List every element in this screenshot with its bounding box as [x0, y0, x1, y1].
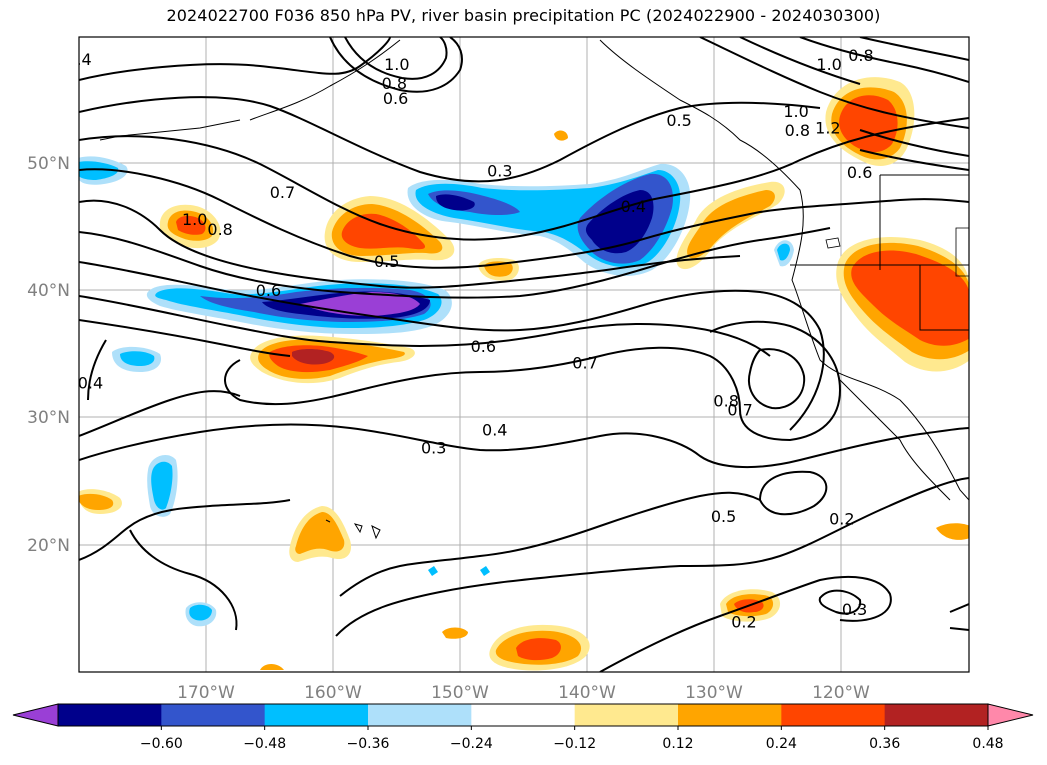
contour-labels: 0.4 1.00.80.60.51.0 0.81.00.8 1.20.60.30.71… [66, 46, 874, 631]
colorbar-extend-min [12, 703, 59, 727]
land-boundaries [825, 227, 969, 277]
contour-label: 0.8 [785, 121, 810, 140]
contour-label: 0.3 [487, 162, 512, 181]
map-title: 2024022700 F036 850 hPa PV, river basin … [166, 6, 881, 25]
positive-anomaly [176, 215, 206, 235]
map-panel [79, 37, 969, 672]
lat-label: 20°N [27, 536, 70, 556]
colorbar-segment [884, 704, 989, 726]
lat-axis: 50°N 40°N 30°N 20°N [27, 154, 70, 556]
positive-anomaly [295, 512, 345, 554]
colorbar-segment [574, 704, 679, 726]
gridlines [79, 37, 969, 672]
colorbar-frame [57, 703, 989, 727]
positive-anomaly [79, 493, 114, 510]
map-content: 0.4 1.00.80.60.51.0 0.81.00.8 1.20.60.30.71… [66, 37, 969, 672]
lon-axis: 170°W 160°W 150°W 140°W 130°W 120°W [177, 683, 870, 703]
contour-label: 0.3 [421, 438, 446, 457]
contour-label: 0.6 [471, 337, 496, 356]
positive-anomaly [442, 627, 468, 639]
contour-label: 0.5 [374, 252, 399, 271]
colorbar-tick-label: −0.48 [243, 736, 286, 752]
negative-anomaly [79, 161, 119, 180]
contour-label: 0.6 [847, 163, 872, 182]
positive-anomaly [554, 130, 568, 141]
positive-anomaly [851, 250, 969, 346]
colorbar-tick-label: 0.48 [972, 736, 1003, 752]
colorbar-segment [264, 704, 369, 726]
contour-label: 0.7 [572, 353, 597, 372]
negative-anomaly [120, 351, 155, 366]
negative-anomaly [585, 190, 654, 254]
contour-label: 0.5 [666, 111, 691, 130]
contour-label: 0.8 [848, 46, 873, 65]
contour-label: 0.8 [713, 391, 738, 410]
contour-label: 0.8 [382, 74, 407, 93]
negative-anomaly [777, 243, 790, 261]
lon-label: 140°W [558, 683, 616, 703]
positive-anomaly [516, 638, 561, 661]
colorbar-segment [781, 704, 886, 726]
colorbar: −0.60 −0.48 −0.36 −0.24 −0.12 0.12 0.24 0.36 0.4… [12, 703, 1034, 752]
contour-label: 1.0 [384, 55, 409, 74]
colorbar-segment [58, 704, 162, 726]
colorbar-segment [471, 704, 576, 726]
lon-label: 170°W [177, 683, 235, 703]
map-frame [78, 36, 970, 673]
contour-label: 0.7 [727, 400, 752, 419]
negative-anomaly [428, 566, 438, 576]
contour-label: 0.8 [207, 220, 232, 239]
contour-label: 0.7 [270, 183, 295, 202]
contour-label: 0.3 [842, 600, 867, 619]
lat-label: 50°N [27, 154, 70, 174]
contour-label: 1.0 [816, 55, 841, 74]
positive-anomaly [260, 664, 284, 670]
contour-label: 1.0 [182, 210, 207, 229]
contour-label: 0.4 [621, 197, 646, 216]
lon-label: 130°W [685, 683, 743, 703]
negative-anomaly [480, 566, 490, 576]
contour-label: 0.4 [78, 374, 103, 393]
negative-anomaly [189, 604, 212, 621]
negative-anomaly [151, 461, 173, 510]
colorbar-tick-label: 0.36 [869, 736, 900, 752]
positive-anomaly [341, 213, 426, 250]
colorbar-segment [161, 704, 266, 726]
contour-label: 0.2 [829, 510, 854, 529]
contour-label: 0.6 [383, 89, 408, 108]
colorbar-extend-max [987, 703, 1034, 727]
negative-anomaly [436, 194, 475, 211]
contour-label: 0.4 [482, 421, 507, 440]
contour-label: 0.5 [711, 507, 736, 526]
colorbar-segment [678, 704, 782, 726]
pv-contours [79, 37, 969, 672]
lon-label: 150°W [431, 683, 489, 703]
contour-label: 1.2 [815, 118, 840, 137]
contour-label: 1.0 [783, 102, 808, 121]
lat-label: 40°N [27, 281, 70, 301]
lat-label: 30°N [27, 408, 70, 428]
colorbar-tick-label: −0.24 [450, 736, 493, 752]
contour-label: 0.4 [66, 50, 91, 69]
lon-label: 160°W [304, 683, 362, 703]
colorbar-segment [368, 704, 472, 726]
lon-label: 120°W [812, 683, 870, 703]
colorbar-tick-label: −0.60 [140, 736, 183, 752]
positive-anomaly [936, 523, 969, 540]
contour-label: 0.2 [731, 612, 756, 631]
colorbar-tick-label: 0.24 [766, 736, 797, 752]
positive-anomaly [292, 349, 335, 365]
colorbar-tick-label: −0.12 [553, 736, 596, 752]
colorbar-tick-label: −0.36 [347, 736, 390, 752]
positive-anomaly [687, 190, 775, 259]
colorbar-tick-label: 0.12 [662, 736, 693, 752]
contour-label: 0.6 [256, 281, 281, 300]
